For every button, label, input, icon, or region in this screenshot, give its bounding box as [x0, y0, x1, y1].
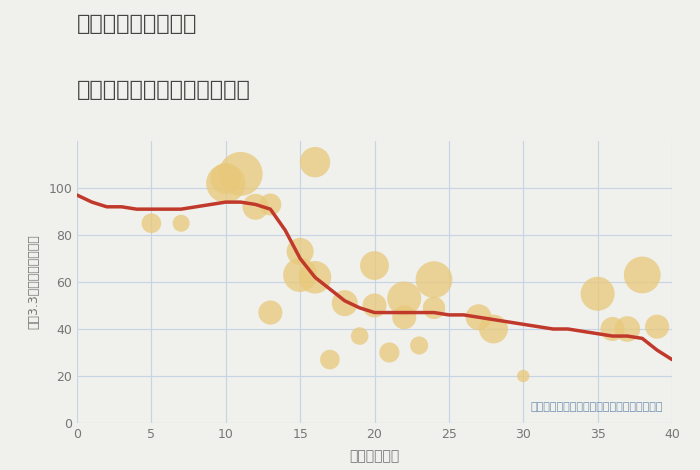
Point: [220, 175, 231, 182]
Point: [414, 342, 425, 349]
Point: [354, 332, 365, 340]
Point: [428, 276, 440, 283]
Point: [309, 158, 321, 166]
Point: [369, 302, 380, 309]
Point: [146, 219, 157, 227]
Point: [652, 323, 663, 330]
Y-axis label: 坪（3.3㎡）単価（万円）: 坪（3.3㎡）単価（万円）: [27, 235, 40, 329]
Point: [265, 309, 276, 316]
Point: [384, 349, 395, 356]
Point: [622, 325, 633, 333]
Point: [428, 304, 440, 312]
Point: [637, 271, 648, 279]
Point: [220, 180, 231, 187]
Point: [324, 356, 335, 363]
Point: [235, 170, 246, 178]
Text: 円の大きさは、取引のあった物件面積を示す: 円の大きさは、取引のあった物件面積を示す: [531, 402, 663, 412]
Point: [295, 248, 306, 255]
Point: [339, 299, 350, 307]
Text: 築年数別中古マンション価格: 築年数別中古マンション価格: [77, 80, 251, 100]
Point: [488, 325, 499, 333]
Point: [295, 271, 306, 279]
Point: [607, 325, 618, 333]
Point: [399, 313, 410, 321]
Point: [473, 313, 484, 321]
Point: [592, 290, 603, 298]
Point: [176, 219, 187, 227]
X-axis label: 築年数（年）: 築年数（年）: [349, 449, 400, 463]
Point: [250, 203, 261, 211]
Point: [399, 295, 410, 302]
Point: [265, 201, 276, 208]
Point: [518, 372, 529, 380]
Point: [309, 274, 321, 281]
Point: [369, 262, 380, 269]
Text: 奈良県橿原市畝傍町: 奈良県橿原市畝傍町: [77, 14, 197, 34]
